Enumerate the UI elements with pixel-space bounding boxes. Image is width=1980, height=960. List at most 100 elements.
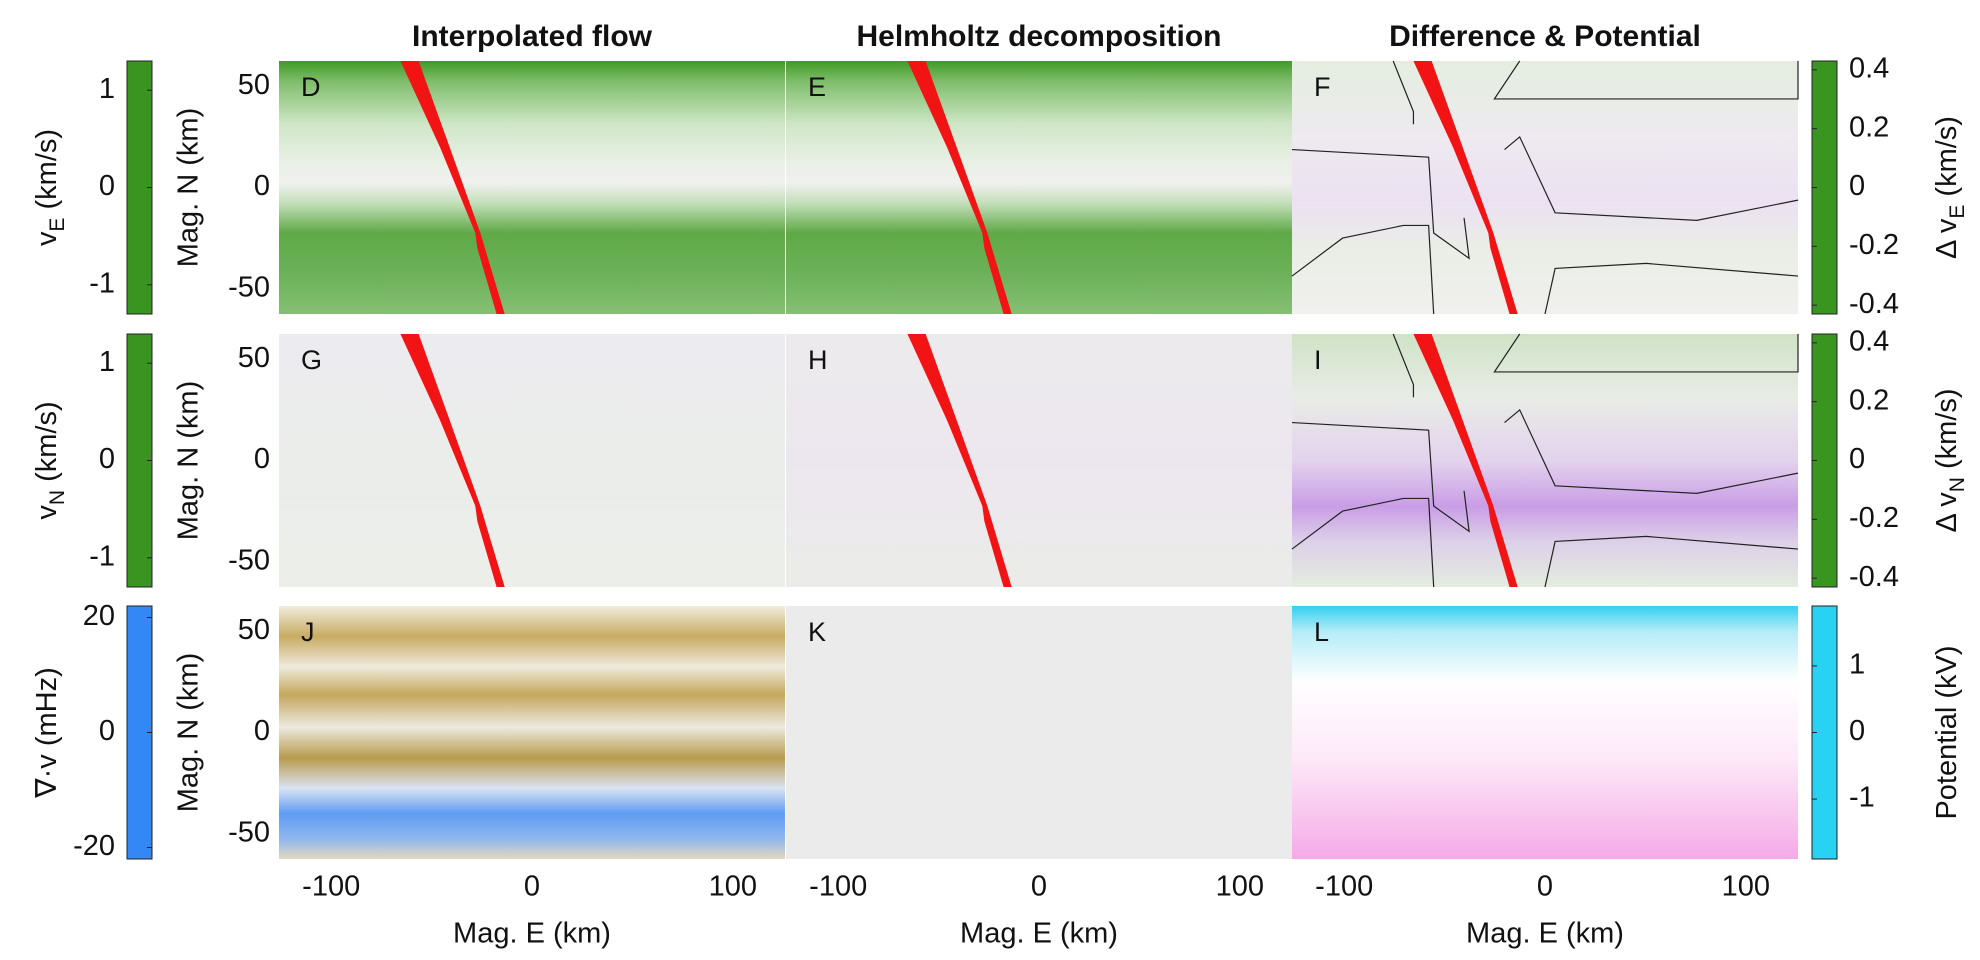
colorbar-label: Potential (kV)	[1931, 645, 1963, 819]
x-tick-label: -100	[302, 871, 360, 903]
colorbar-label-part: (km/s)	[31, 129, 63, 218]
panel-letter: G	[301, 345, 322, 375]
panel-letter: J	[301, 617, 315, 647]
colorbar-tick-label: 0	[1849, 170, 1865, 202]
colorbar-tick-label: 0	[1849, 715, 1865, 747]
x-tick-label: 100	[1722, 871, 1770, 903]
colorbar-tick-label: 0	[99, 443, 115, 475]
contour-line	[1291, 421, 1470, 533]
contour-line	[1291, 497, 1435, 588]
colorbar-label-part: (km/s)	[1931, 116, 1963, 205]
colorbar-label-part: N	[46, 490, 69, 505]
colorbar-label-part: ∇·v (mHz)	[31, 667, 63, 799]
colorbar-tick-label: -20	[73, 830, 115, 862]
panel-title: Helmholtz decomposition	[856, 20, 1221, 53]
heatmap	[786, 606, 1292, 859]
x-tick-label: -100	[809, 871, 867, 903]
colorbar-tick-label: 0.2	[1849, 384, 1889, 416]
y-tick-label: 50	[238, 614, 270, 646]
colorbar-tick-label: 1	[99, 346, 115, 378]
y-tick-label: -50	[228, 816, 270, 848]
colorbar	[126, 60, 153, 315]
colorbar-label-part: Δ v	[1931, 492, 1963, 533]
heatmap	[279, 606, 785, 859]
red-wedge	[1412, 61, 1518, 314]
heatmap	[1292, 334, 1798, 587]
red-wedge	[399, 334, 505, 587]
panel-letter: H	[808, 345, 828, 375]
heatmap	[1292, 61, 1798, 314]
x-axis-label: Mag. E (km)	[1466, 918, 1624, 950]
y-tick-label: 0	[254, 170, 270, 202]
colorbar-label-part: N	[1946, 477, 1969, 492]
colorbar-label-part: (km/s)	[1931, 388, 1963, 477]
y-tick-label: 0	[254, 443, 270, 475]
colorbar-tick-label: 20	[83, 600, 115, 632]
colorbar-tick-label: -0.2	[1849, 229, 1899, 261]
colorbar-label-part: v	[31, 505, 63, 520]
contour-line	[1392, 333, 1415, 398]
x-tick-label: 0	[524, 871, 540, 903]
colorbar-label-part: Potential (kV)	[1931, 645, 1963, 819]
colorbar-tick-label: 0.2	[1849, 111, 1889, 143]
colorbar-tick-label: 0	[99, 715, 115, 747]
contour-line	[1392, 60, 1415, 125]
y-tick-label: 50	[238, 342, 270, 374]
panel-title: Interpolated flow	[412, 20, 653, 53]
colorbar-label: Δ vE (km/s)	[1931, 116, 1969, 259]
colorbar-tick-label: -1	[89, 540, 115, 572]
colorbar-label: vE (km/s)	[31, 129, 69, 246]
colorbar-tick-label: 0.4	[1849, 52, 1889, 84]
heatmap	[786, 334, 1292, 587]
red-wedge	[906, 334, 1012, 587]
contour-line	[1544, 535, 1799, 588]
colorbar-tick-label: 0.4	[1849, 325, 1889, 357]
contour-line	[1544, 262, 1799, 315]
colorbar-label-part: v	[31, 231, 63, 246]
colorbar-tick-label: -0.4	[1849, 288, 1899, 320]
colorbar-label-part: E	[1946, 205, 1969, 219]
colorbar-tick-label: -0.2	[1849, 502, 1899, 534]
colorbar-tick-label: -1	[89, 267, 115, 299]
x-tick-label: 0	[1537, 871, 1553, 903]
red-wedge	[1412, 334, 1518, 587]
panel-letter: D	[301, 72, 321, 102]
colorbar-tick-label: 1	[1849, 649, 1865, 681]
x-tick-label: -100	[1315, 871, 1373, 903]
panel-letter: L	[1314, 617, 1329, 647]
heatmap	[786, 61, 1292, 314]
panel-letter: K	[808, 617, 826, 647]
colorbar-tick-label: 1	[99, 73, 115, 105]
red-wedge	[906, 61, 1012, 314]
colorbar-label-part: Δ v	[1931, 218, 1963, 259]
red-wedge	[399, 61, 505, 314]
y-axis-label: Mag. N (km)	[173, 381, 205, 541]
colorbar-tick-label: -1	[1849, 782, 1875, 814]
panel-letter: I	[1314, 345, 1322, 375]
colorbar-label: vN (km/s)	[31, 401, 69, 519]
colorbar-label: ∇·v (mHz)	[31, 667, 63, 799]
colorbar-tick-label: -0.4	[1849, 561, 1899, 593]
panel-letter: F	[1314, 72, 1331, 102]
contour-line	[1493, 333, 1799, 373]
panel-title: Difference & Potential	[1389, 20, 1701, 53]
contour-line	[1504, 408, 1799, 494]
x-tick-label: 0	[1031, 871, 1047, 903]
contour-line	[1291, 224, 1435, 315]
y-tick-label: 0	[254, 715, 270, 747]
contour-line	[1504, 135, 1799, 221]
y-tick-label: -50	[228, 544, 270, 576]
heatmap	[279, 334, 785, 587]
y-axis-label: Mag. N (km)	[173, 108, 205, 268]
panel-letter: E	[808, 72, 826, 102]
contour-line	[1291, 148, 1470, 260]
x-tick-label: 100	[1216, 871, 1264, 903]
y-tick-label: -50	[228, 271, 270, 303]
colorbar-label-part: (km/s)	[31, 401, 63, 490]
contour-line	[1493, 60, 1799, 100]
y-axis-label: Mag. N (km)	[173, 653, 205, 813]
colorbar-tick-label: 0	[1849, 443, 1865, 475]
colorbar-label: Δ vN (km/s)	[1931, 388, 1969, 532]
colorbar-tick-label: 0	[99, 170, 115, 202]
y-tick-label: 50	[238, 69, 270, 101]
